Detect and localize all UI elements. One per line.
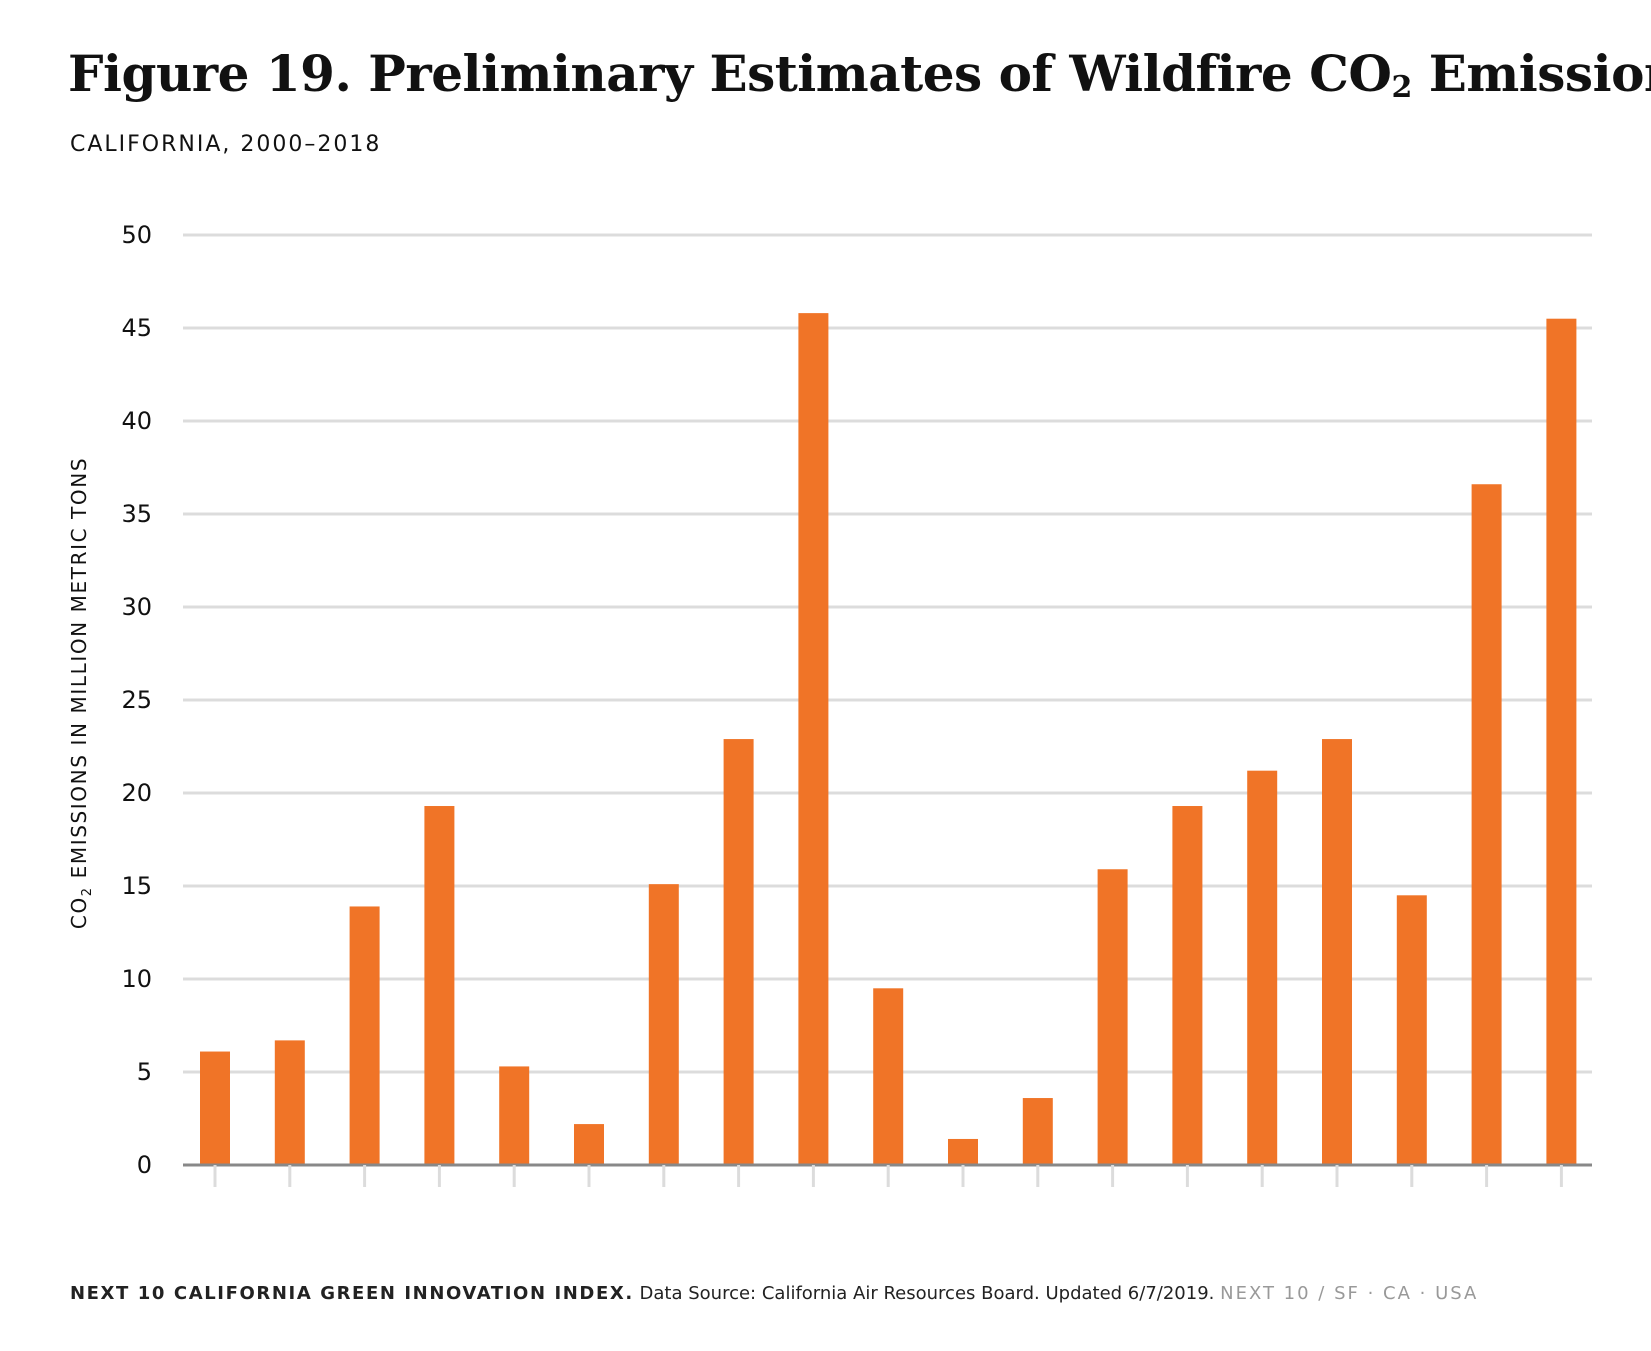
y-tick-label: 25 [121, 686, 152, 714]
bar-2001 [274, 1040, 305, 1165]
bar-2014 [1247, 770, 1278, 1165]
y-tick-label: 10 [121, 965, 152, 993]
y-tick-label: 0 [137, 1151, 152, 1179]
footer: NEXT 10 CALIFORNIA GREEN INNOVATION INDE… [70, 1283, 1478, 1304]
chart-title: Figure 19. Preliminary Estimates of Wild… [68, 44, 1651, 105]
footer-brand: NEXT 10 CALIFORNIA GREEN INNOVATION INDE… [70, 1283, 634, 1304]
title-main: Figure 19. Preliminary Estimates of Wild… [68, 44, 1392, 103]
gridlines [183, 233, 1592, 1074]
bar-2009 [873, 988, 904, 1165]
bar-2012 [1097, 869, 1128, 1165]
y-axis-label-end: EMISSIONS IN MILLION METRIC TONS [67, 457, 91, 886]
bar-2015 [1322, 739, 1352, 1165]
bar-2004 [499, 1066, 530, 1165]
y-tick-label: 30 [121, 593, 152, 621]
footer-tag: NEXT 10 / SF · CA · USA [1220, 1283, 1479, 1304]
bar-2003 [424, 806, 455, 1165]
x-axis [183, 1163, 1592, 1187]
y-tick-label: 35 [121, 500, 152, 528]
y-tick-label: 45 [121, 314, 152, 342]
bar-2007 [723, 739, 754, 1165]
bar-2011 [1022, 1098, 1053, 1165]
y-axis-label-subscript: 2 [80, 886, 95, 896]
y-tick-label: 20 [121, 779, 152, 807]
bar-2006 [648, 884, 679, 1165]
bar-2000 [200, 1051, 230, 1165]
bar-2010 [948, 1138, 978, 1165]
bar-2008 [798, 313, 829, 1165]
title-subscript: 2 [1391, 70, 1412, 105]
bars [200, 313, 1577, 1165]
bar-2013 [1172, 806, 1203, 1165]
bar-2002 [349, 906, 380, 1165]
y-tick-label: 40 [121, 407, 152, 435]
chart-subtitle: CALIFORNIA, 2000–2018 [70, 132, 382, 157]
y-tick-label: 15 [121, 872, 152, 900]
y-axis-label: CO2 EMISSIONS IN MILLION METRIC TONS [67, 457, 95, 929]
bar-2017 [1471, 484, 1502, 1165]
y-tick-label: 50 [121, 221, 152, 249]
y-axis-label-main: CO [67, 896, 91, 929]
y-axis-ticks: 0 5 10 15 20 25 30 35 40 45 50 [121, 221, 152, 1179]
bar-2018 [1546, 318, 1577, 1165]
bar-2016 [1396, 895, 1427, 1165]
title-end: Emissions [1428, 44, 1651, 103]
bar-2005 [574, 1124, 604, 1165]
y-tick-label: 5 [137, 1058, 152, 1086]
footer-source: Data Source: California Air Resources Bo… [639, 1283, 1215, 1304]
